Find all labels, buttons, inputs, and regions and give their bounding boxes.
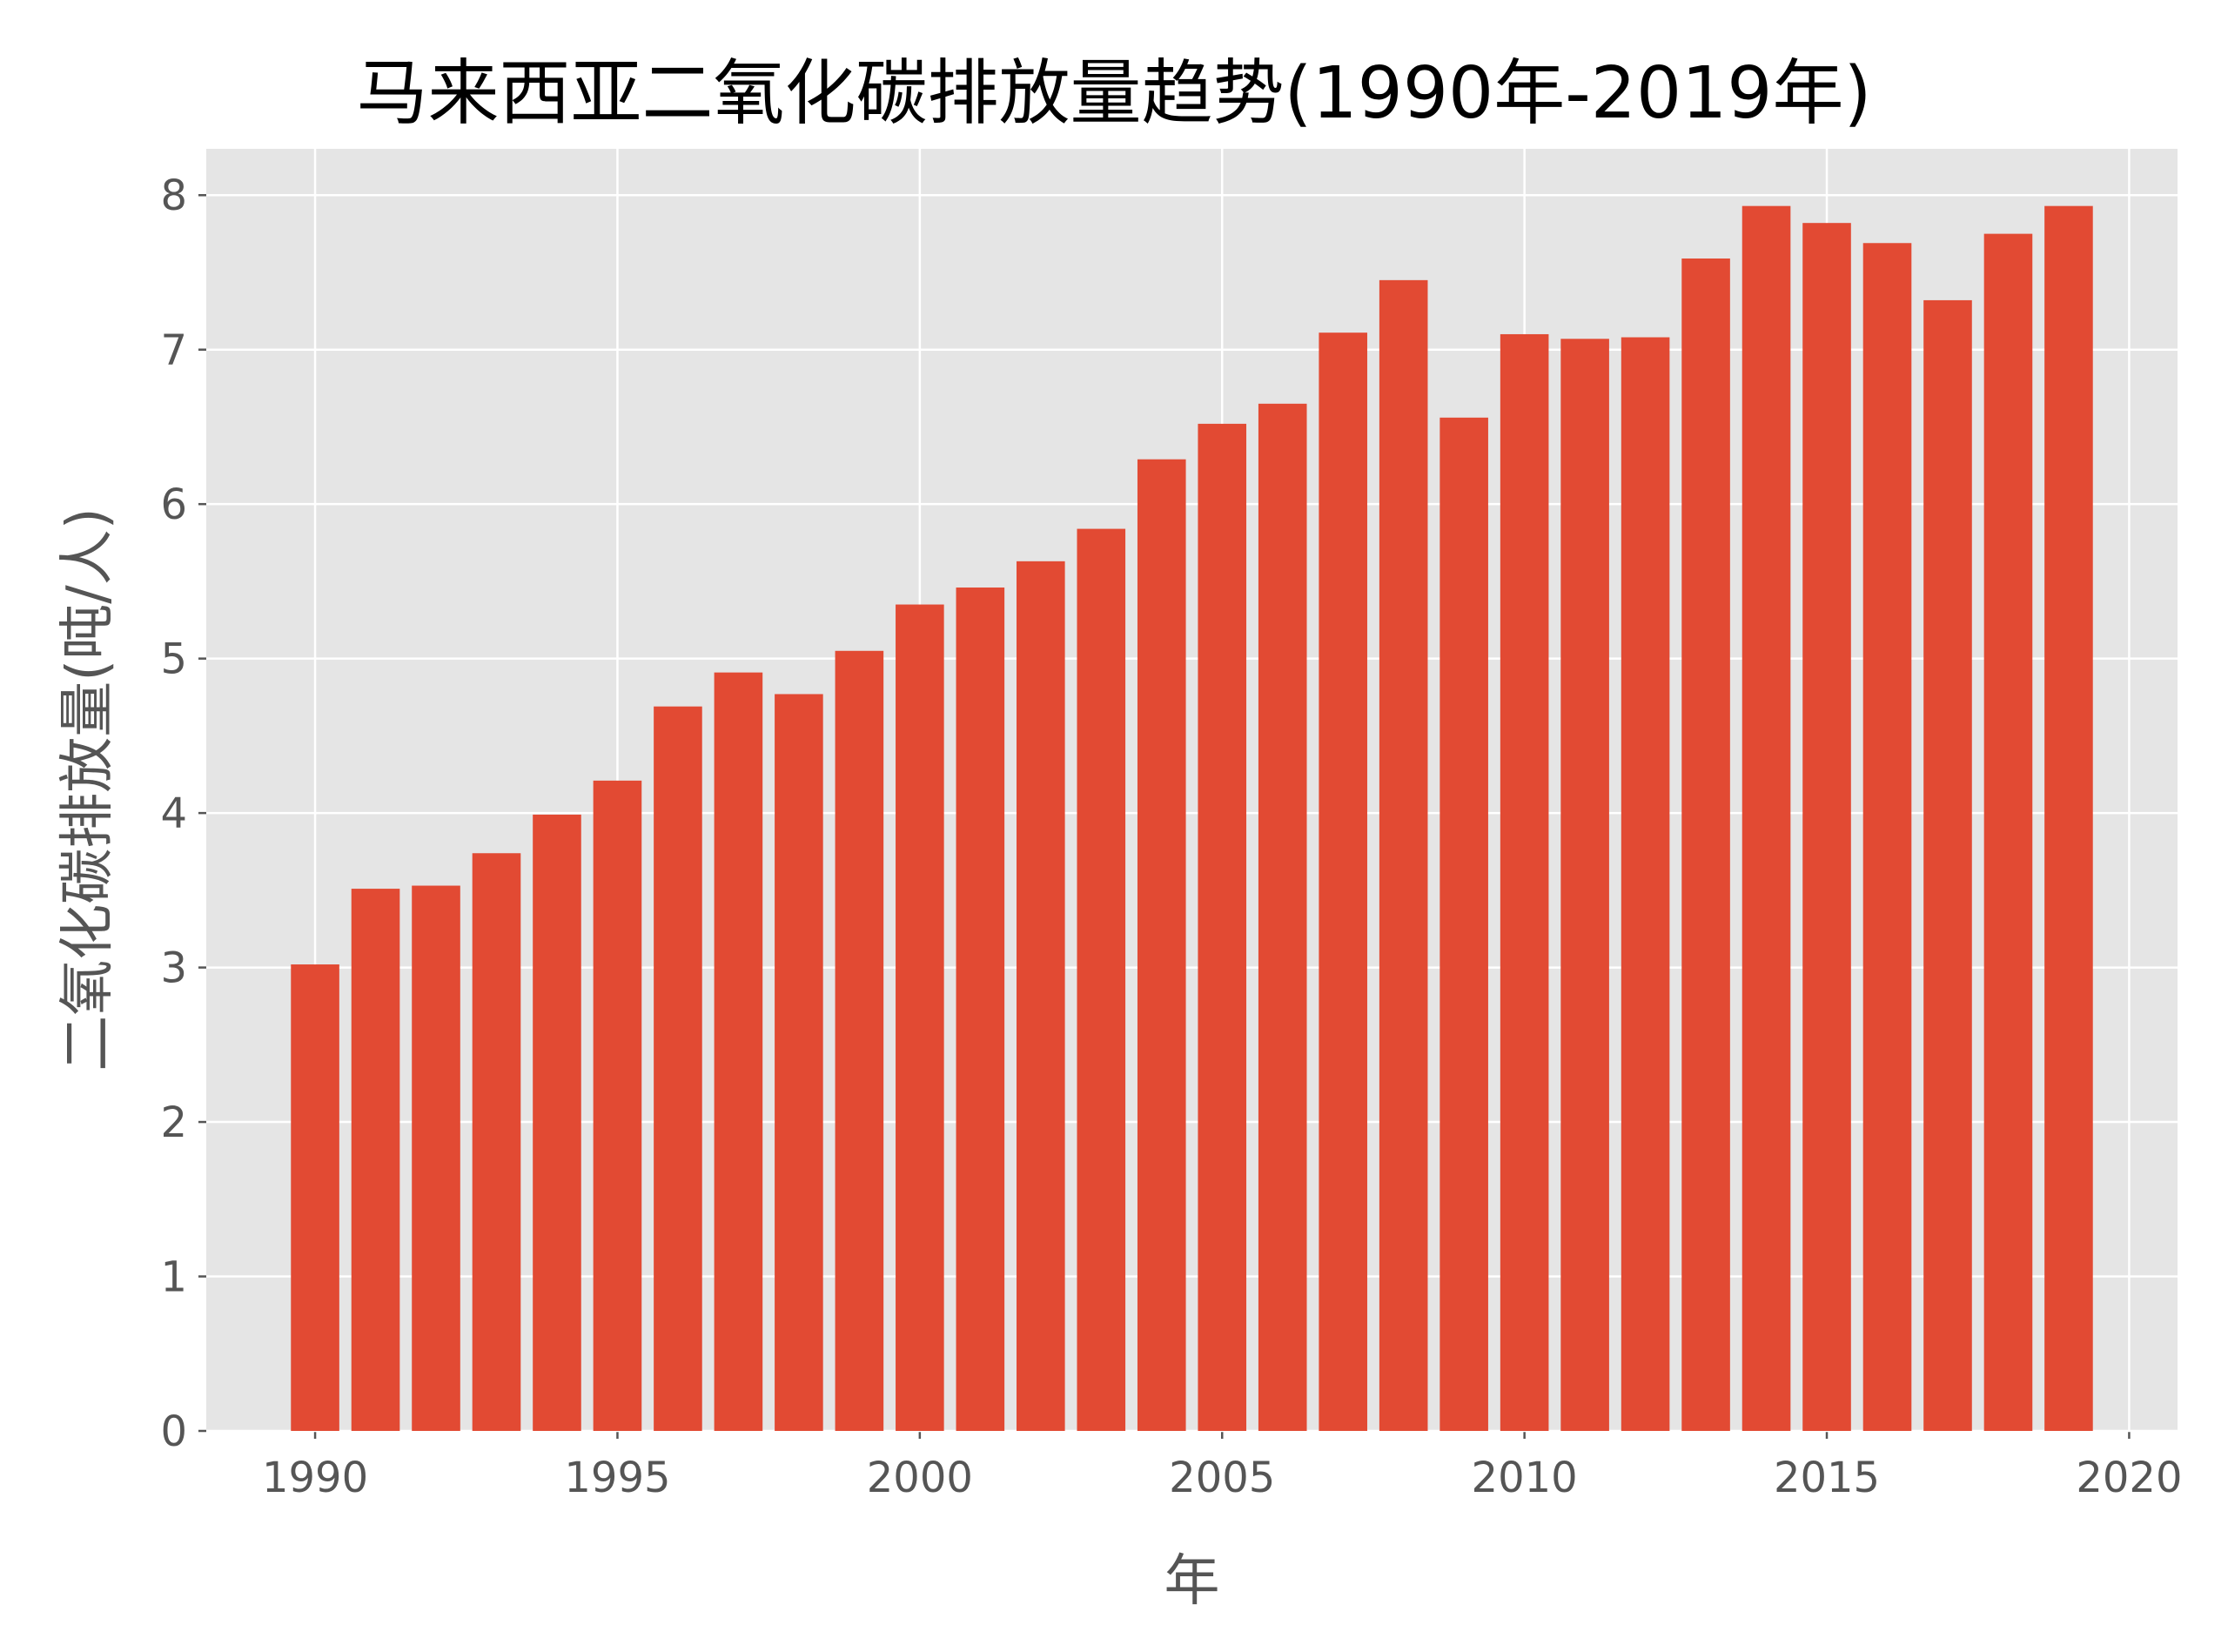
bar-2003 — [1077, 528, 1126, 1431]
x-tick-label: 1995 — [564, 1454, 670, 1502]
bar-2017 — [1923, 299, 1972, 1432]
bar-2000 — [896, 604, 944, 1431]
bar-2016 — [1862, 243, 1912, 1432]
x-tick-label: 2000 — [867, 1454, 973, 1502]
bar-1994 — [533, 814, 581, 1431]
y-tick-label: 3 — [160, 944, 187, 993]
x-tick-label: 2020 — [2076, 1454, 2182, 1502]
bar-2009 — [1439, 417, 1488, 1431]
bar-2012 — [1621, 337, 1670, 1432]
x-axis-label: 年 — [1164, 1549, 1220, 1614]
x-tick-label: 2010 — [1472, 1454, 1578, 1502]
bar-1992 — [412, 885, 460, 1431]
y-tick-label: 5 — [160, 635, 187, 684]
bar-2019 — [2044, 205, 2093, 1432]
bar-1990 — [291, 964, 339, 1431]
bar-2010 — [1500, 333, 1549, 1431]
y-tick-label: 8 — [160, 171, 187, 220]
x-tick-label: 1990 — [262, 1454, 368, 1502]
y-tick-label: 1 — [160, 1253, 187, 1302]
y-tick-label: 4 — [160, 789, 187, 838]
bar-2005 — [1198, 423, 1247, 1432]
bar-1998 — [775, 694, 823, 1431]
bar-2008 — [1379, 279, 1428, 1432]
bar-1995 — [593, 780, 642, 1431]
bar-1991 — [351, 889, 400, 1431]
bar-2013 — [1681, 259, 1730, 1431]
bar-2014 — [1741, 205, 1791, 1432]
y-tick-label: 2 — [160, 1098, 187, 1147]
bar-2001 — [956, 588, 1005, 1431]
y-tick-label: 6 — [160, 480, 187, 529]
bar-2011 — [1560, 339, 1609, 1431]
chart-title: 马来西亚二氧化碳排放量趋势(1990年-2019年) — [356, 52, 1872, 135]
x-tick-label: 2005 — [1169, 1454, 1275, 1502]
y-tick-label: 0 — [160, 1407, 187, 1456]
bar-1999 — [835, 650, 884, 1431]
bar-2007 — [1319, 332, 1367, 1431]
y-tick-label: 7 — [160, 326, 187, 375]
bar-1997 — [714, 672, 763, 1431]
bar-1993 — [472, 853, 521, 1431]
bar-2018 — [1983, 233, 2033, 1432]
bar-2015 — [1802, 223, 1851, 1431]
bar-2002 — [1017, 561, 1065, 1431]
x-tick-label: 2015 — [1774, 1454, 1880, 1502]
bar-2004 — [1137, 459, 1186, 1431]
bar-2006 — [1258, 403, 1307, 1431]
bar-1996 — [654, 706, 702, 1431]
